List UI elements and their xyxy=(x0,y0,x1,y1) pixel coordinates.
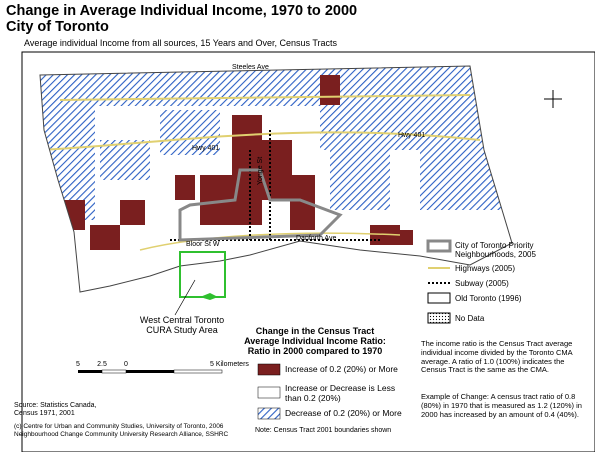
source: Source: Statistics Canada, Census 1971, … xyxy=(14,402,97,417)
map-frame xyxy=(21,51,595,452)
scale-bar xyxy=(78,369,223,374)
title-line: City of Toronto xyxy=(6,19,109,35)
scale-label: 2.5 xyxy=(97,361,107,368)
legend-item: City of Toronto Priority Neighbourhoods,… xyxy=(455,241,536,259)
title-line: Change in Average Individual Income, 197… xyxy=(6,3,358,19)
explanation: The income ratio is the Census Tract ave… xyxy=(421,339,573,375)
subtitle: Average individual Income from all sourc… xyxy=(24,38,337,48)
city-boundary xyxy=(39,65,513,293)
callout-line xyxy=(174,279,196,316)
scale-label: 5 Kilometers xyxy=(210,361,249,368)
title: Change in Average Individual Income, 197… xyxy=(6,3,357,35)
map-label: Danforth Ave xyxy=(296,235,336,242)
census-tracts xyxy=(40,66,512,292)
legend-item: Highways (2005) xyxy=(455,264,516,273)
legend-item: No Data xyxy=(455,314,485,323)
cura-area xyxy=(200,293,218,300)
map-label: Bloor St W xyxy=(186,241,220,248)
legend-item: Old Toronto (1996) xyxy=(455,294,522,303)
change-legend-symbols xyxy=(257,363,281,420)
map-label: Steeles Ave xyxy=(232,64,269,71)
change-legend-item: Increase of 0.2 (20%) or More xyxy=(285,364,398,374)
map-label: Yonge St xyxy=(257,157,264,185)
map-label: Hwy 401 xyxy=(398,132,425,139)
legend-item: Subway (2005) xyxy=(455,279,509,288)
scale-label: 0 xyxy=(124,361,128,368)
copyright: (c) Centre for Urban and Community Studi… xyxy=(14,423,229,438)
map-label: Hwy 401 xyxy=(192,145,219,152)
change-legend-item: Decrease of 0.2 (20%) or More xyxy=(285,408,402,418)
note: Note: Census Tract 2001 boundaries shown xyxy=(255,427,392,434)
compass xyxy=(544,90,562,108)
change-legend-title: Change in the Census Tract Average Indiv… xyxy=(244,326,386,356)
explanation: Example of Change: A census tract ratio … xyxy=(421,392,582,419)
right-legend-symbols xyxy=(426,239,452,324)
study-area-label: West Central Toronto CURA Study Area xyxy=(139,315,225,335)
change-legend-item: Increase or Decrease is Less than 0.2 (2… xyxy=(285,383,396,403)
scale-label: 5 xyxy=(76,361,80,368)
